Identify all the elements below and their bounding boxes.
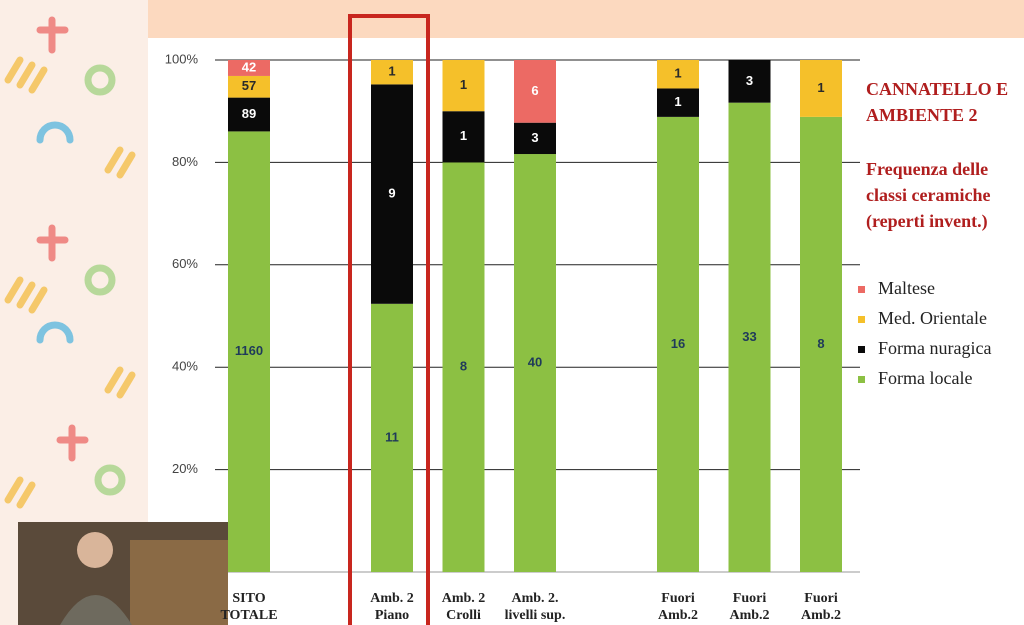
data-label: 42	[242, 59, 256, 74]
decor-shapes	[4, 16, 136, 509]
highlight-box	[348, 14, 430, 625]
y-tick-label: 80%	[172, 154, 198, 169]
data-label: 8	[460, 359, 467, 374]
bar-segment	[228, 97, 270, 132]
legend-label: Maltese	[878, 278, 935, 298]
x-tick-label: Fuori Amb.2	[800, 591, 842, 623]
bar-segment	[657, 60, 699, 89]
data-label: 89	[242, 106, 256, 121]
slide-header-band	[148, 0, 1024, 38]
bar-segment	[371, 60, 413, 85]
bar-segment	[728, 60, 771, 103]
bar-segment	[657, 88, 699, 117]
data-label: 9	[388, 186, 395, 201]
x-tick-label: Amb. 2 Crolli	[441, 591, 486, 623]
legend-swatch	[858, 286, 865, 293]
y-tick-label: 100%	[165, 51, 199, 66]
data-label: 3	[531, 130, 538, 145]
y-tick-label: 40%	[172, 359, 198, 374]
bar-segment	[728, 102, 771, 573]
y-tick-label: 60%	[172, 256, 198, 271]
decor-panel	[0, 0, 148, 625]
bar-segment	[371, 303, 413, 572]
data-label: 1	[674, 66, 681, 81]
x-tick-label: SITO TOTALE	[220, 591, 278, 623]
bar-segment	[514, 60, 556, 123]
bar-segment	[228, 60, 270, 76]
data-label: 8	[817, 336, 824, 351]
data-label: 16	[671, 336, 685, 351]
legend-swatch	[858, 346, 865, 353]
y-tick-label: 20%	[172, 461, 198, 476]
data-label: 1	[817, 80, 824, 95]
bar-segment	[514, 154, 556, 572]
bar-segment	[800, 116, 842, 572]
data-label: 6	[531, 83, 538, 98]
data-label: 11	[385, 429, 399, 444]
legend-label: Forma locale	[878, 368, 973, 388]
data-label: 1	[674, 94, 681, 109]
bar-segment	[514, 122, 556, 155]
bar-segment	[442, 60, 485, 112]
data-label: 1	[460, 77, 467, 92]
data-label: 1	[388, 64, 395, 79]
legend-label: Forma nuragica	[878, 338, 992, 358]
x-tick-label: Fuori Amb.2	[729, 591, 770, 623]
legend-swatch	[858, 316, 865, 323]
x-tick-label: Amb. 2. livelli sup.	[504, 591, 566, 623]
bar-segment	[442, 162, 485, 572]
bar-segment	[800, 60, 842, 117]
data-label: 57	[242, 78, 256, 93]
legend-label: Med. Orientale	[878, 308, 987, 328]
data-label: 3	[746, 73, 753, 88]
x-tick-label: Fuori Amb.2	[657, 591, 699, 623]
data-label: 1	[460, 128, 467, 143]
chart-title: CANNATELLO E AMBIENTE 2	[866, 79, 1009, 125]
bar-segment	[228, 75, 270, 98]
bar-segment	[228, 131, 270, 572]
bar-segment	[371, 84, 413, 304]
data-label: 1160	[235, 343, 263, 358]
bar-segment	[657, 116, 699, 572]
webcam-overlay	[18, 522, 228, 625]
data-label: 40	[528, 354, 542, 369]
data-label: 33	[742, 329, 756, 344]
x-tick-label: Amb. 2 Piano	[370, 591, 414, 623]
bar-segment	[442, 111, 485, 163]
chart-subtitle: Frequenza delle classi ceramiche (repert…	[866, 159, 991, 231]
legend-swatch	[858, 376, 865, 383]
